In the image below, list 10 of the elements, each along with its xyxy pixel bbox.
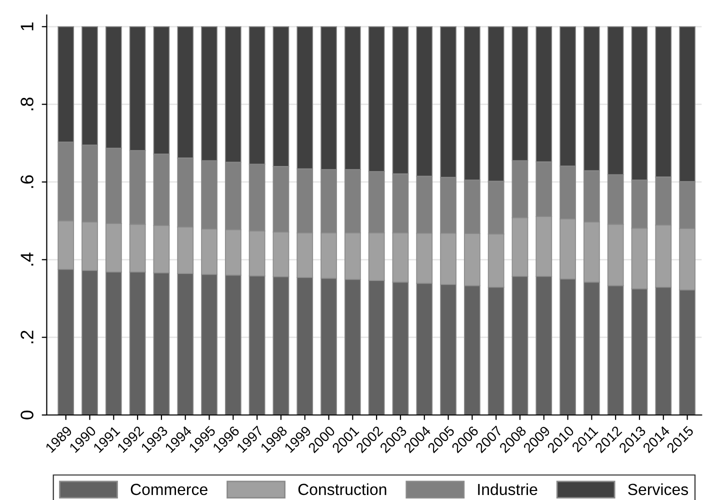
y-tick-label: .4 <box>20 252 34 266</box>
y-tick-label: 1 <box>20 22 34 30</box>
legend-label: Services <box>628 483 688 496</box>
legend-label: Industrie <box>478 483 538 496</box>
y-tick-label: .6 <box>20 175 34 188</box>
legend-label: Construction <box>298 483 386 496</box>
y-tick-label: .8 <box>20 98 34 110</box>
legend-label: Commerce <box>130 484 208 496</box>
y-tick-label: 0 <box>20 410 34 420</box>
y-tick-label: .2 <box>20 330 34 344</box>
